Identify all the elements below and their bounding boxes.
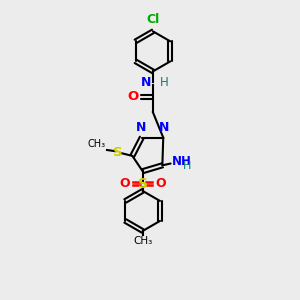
Text: CH₃: CH₃	[87, 139, 105, 149]
Text: Cl: Cl	[146, 13, 160, 26]
Text: O: O	[120, 177, 130, 190]
Text: S: S	[113, 146, 123, 159]
Text: CH₃: CH₃	[133, 236, 152, 246]
Text: NH: NH	[172, 155, 192, 168]
Text: H: H	[159, 76, 168, 89]
Text: S: S	[138, 177, 148, 190]
Text: N: N	[135, 121, 146, 134]
Text: N: N	[159, 121, 170, 134]
Text: O: O	[127, 91, 138, 103]
Text: N: N	[141, 76, 152, 89]
Text: O: O	[155, 177, 166, 190]
Text: H: H	[183, 161, 191, 172]
